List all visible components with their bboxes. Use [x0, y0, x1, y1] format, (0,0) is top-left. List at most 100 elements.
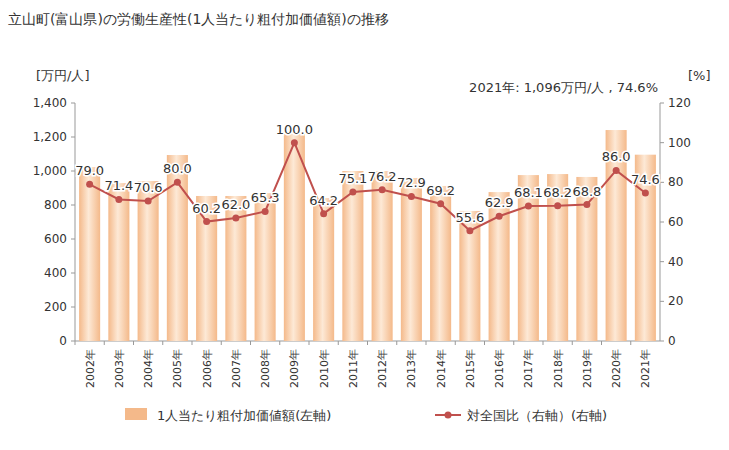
legend-label: 1人当たり粗付加価値額(左軸) [157, 408, 331, 423]
bar [372, 171, 393, 341]
data-label: 65.3 [251, 190, 280, 205]
data-label: 68.8 [572, 184, 601, 199]
y2-axis [660, 103, 661, 341]
x-tick [250, 341, 251, 345]
bar [225, 196, 246, 341]
y-tick-label: 0 [59, 334, 67, 348]
marker [554, 202, 561, 209]
x-tick-label: 2013年 [405, 349, 418, 388]
y-tick-label: 600 [44, 232, 67, 246]
x-tick-label: 2007年 [230, 349, 243, 388]
y2-tick-label: 0 [668, 334, 676, 348]
line [90, 143, 646, 231]
data-label: 62.9 [485, 195, 514, 210]
x-tick-label: 2014年 [435, 349, 448, 388]
legend-swatch [125, 408, 147, 420]
y-tick [71, 307, 75, 308]
y2-tick [660, 261, 664, 262]
y-tick-label: 1,400 [33, 96, 67, 110]
x-tick [601, 341, 602, 345]
x-tick-label: 2009年 [288, 349, 301, 388]
y-tick-label: 200 [44, 300, 67, 314]
x-tick-label: 2010年 [318, 349, 331, 388]
y-label: [万円/人] [36, 68, 90, 83]
x-tick [104, 341, 105, 345]
x-tick-label: 2006年 [201, 349, 214, 388]
x-tick [484, 341, 485, 345]
y-tick-label: 1,000 [33, 164, 67, 178]
x-tick [162, 341, 163, 345]
x-tick [630, 341, 631, 345]
legend-label: 対全国比（右軸）(右軸) [467, 408, 607, 423]
y2-tick-label: 80 [668, 175, 683, 189]
data-label: 86.0 [602, 149, 631, 164]
marker [262, 208, 269, 215]
data-label: 80.0 [163, 161, 192, 176]
bar [401, 178, 422, 341]
x-tick [543, 341, 544, 345]
marker [203, 218, 210, 225]
marker [291, 139, 298, 146]
y-tick-label: 800 [44, 198, 67, 212]
x-tick-label: 2012年 [376, 349, 389, 388]
y2-tick [660, 341, 664, 342]
y2-tick [660, 182, 664, 183]
y2-tick [660, 301, 664, 302]
x-tick-label: 2004年 [142, 349, 155, 388]
x-tick-label: 2002年 [84, 349, 97, 388]
y-tick [71, 239, 75, 240]
x-tick [367, 341, 368, 345]
legend-marker [445, 412, 452, 419]
x-tick [75, 341, 76, 345]
marker [408, 193, 415, 200]
x-tick-label: 2008年 [259, 349, 272, 388]
marker [437, 200, 444, 207]
bar [284, 134, 305, 341]
x-tick-label: 2021年 [639, 349, 652, 388]
bar [459, 211, 480, 341]
data-label: 72.9 [397, 175, 426, 190]
x-tick [455, 341, 456, 345]
bar [313, 198, 334, 341]
chart: 立山町(富山県)の労働生産性(1人当たり粗付加価値額)の推移[万円/人][%]2… [0, 0, 729, 450]
y2-tick-label: 40 [668, 255, 683, 269]
data-label: 100.0 [276, 122, 313, 137]
data-label: 60.2 [192, 201, 221, 216]
y-axis [75, 103, 76, 341]
marker [379, 186, 386, 193]
x-tick-label: 2015年 [464, 349, 477, 388]
marker [115, 196, 122, 203]
y-tick [71, 273, 75, 274]
data-label: 70.6 [134, 180, 163, 195]
x-tick [338, 341, 339, 345]
x-tick [572, 341, 573, 345]
data-label: 74.6 [631, 172, 660, 187]
x-tick-label: 2011年 [347, 349, 360, 388]
y2-tick-label: 60 [668, 215, 683, 229]
bar [108, 183, 129, 341]
y-tick [71, 205, 75, 206]
x-tick [133, 341, 134, 345]
marker [232, 215, 239, 222]
x-tick [309, 341, 310, 345]
marker [525, 202, 532, 209]
data-label: 55.6 [455, 210, 484, 225]
y2-tick [660, 142, 664, 143]
data-label: 71.4 [104, 178, 133, 193]
bar [138, 181, 159, 341]
x-tick-label: 2019年 [581, 349, 594, 388]
y2-tick [660, 103, 664, 104]
bar [79, 167, 100, 341]
marker [496, 213, 503, 220]
x-tick [426, 341, 427, 345]
marker [349, 189, 356, 196]
marks [79, 130, 656, 341]
annotation: 2021年: 1,096万円/人 , 74.6% [469, 80, 658, 95]
marker [86, 181, 93, 188]
marker [583, 201, 590, 208]
marker [320, 210, 327, 217]
y2-tick-label: 20 [668, 294, 683, 308]
y-tick [71, 341, 75, 342]
data-label: 62.0 [221, 197, 250, 212]
x-tick-label: 2003年 [113, 349, 126, 388]
